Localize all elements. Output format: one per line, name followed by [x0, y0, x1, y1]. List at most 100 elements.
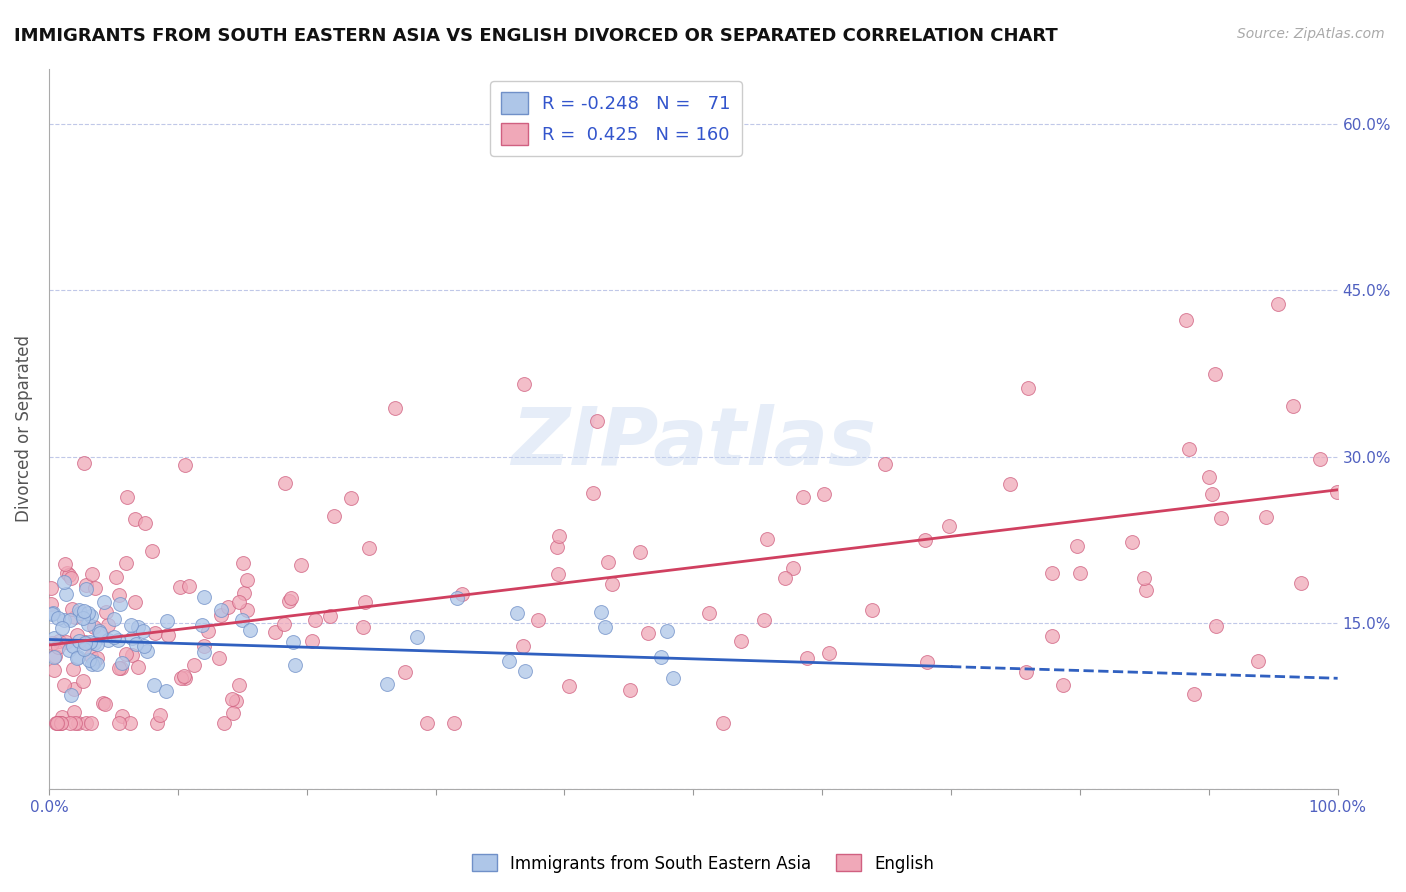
- Point: [149, 708, 172, 723]
- Text: ZIPatlas: ZIPatlas: [510, 404, 876, 483]
- Point: [548, 529, 571, 543]
- Point: [236, 603, 259, 617]
- Point: [1135, 582, 1157, 597]
- Point: [1201, 487, 1223, 501]
- Point: [273, 617, 295, 632]
- Point: [120, 715, 142, 730]
- Point: [506, 607, 529, 621]
- Point: [1121, 535, 1143, 549]
- Point: [1289, 576, 1312, 591]
- Point: [73, 634, 96, 648]
- Point: [208, 650, 231, 665]
- Point: [134, 639, 156, 653]
- Point: [239, 624, 262, 638]
- Point: [83, 655, 105, 669]
- Point: [114, 556, 136, 570]
- Point: [42, 632, 65, 646]
- Point: [280, 591, 302, 605]
- Point: [217, 600, 239, 615]
- Point: [51, 715, 73, 730]
- Point: [498, 654, 520, 668]
- Point: [67, 633, 90, 648]
- Point: [73, 636, 96, 650]
- Point: [87, 624, 110, 639]
- Point: [352, 620, 374, 634]
- Point: [55, 635, 77, 649]
- Point: [75, 715, 97, 730]
- Point: [174, 671, 197, 685]
- Point: [124, 595, 146, 609]
- Point: [39, 581, 62, 595]
- Point: [52, 575, 75, 590]
- Point: [228, 595, 250, 609]
- Point: [406, 630, 429, 644]
- Point: [359, 541, 381, 555]
- Point: [662, 672, 685, 686]
- Point: [46, 715, 69, 730]
- Point: [1017, 381, 1039, 395]
- Point: [135, 644, 157, 658]
- Point: [111, 709, 134, 723]
- Point: [212, 715, 235, 730]
- Point: [796, 651, 818, 665]
- Point: [586, 414, 609, 428]
- Point: [75, 578, 97, 592]
- Point: [125, 637, 148, 651]
- Point: [97, 632, 120, 647]
- Point: [818, 646, 841, 660]
- Point: [394, 665, 416, 680]
- Point: [860, 603, 883, 617]
- Point: [582, 486, 605, 500]
- Point: [173, 669, 195, 683]
- Point: [76, 606, 98, 620]
- Point: [93, 595, 115, 609]
- Point: [222, 706, 245, 720]
- Point: [416, 715, 439, 730]
- Point: [97, 617, 120, 632]
- Point: [49, 715, 72, 730]
- Point: [278, 594, 301, 608]
- Point: [66, 651, 89, 665]
- Point: [619, 682, 641, 697]
- Legend: R = -0.248   N =   71, R =  0.425   N = 160: R = -0.248 N = 71, R = 0.425 N = 160: [491, 81, 742, 156]
- Point: [60, 602, 83, 616]
- Point: [375, 676, 398, 690]
- Point: [94, 606, 117, 620]
- Point: [83, 635, 105, 649]
- Point: [697, 606, 720, 620]
- Point: [127, 620, 149, 634]
- Point: [132, 624, 155, 638]
- Point: [63, 681, 86, 696]
- Point: [65, 610, 87, 624]
- Point: [127, 659, 149, 673]
- Point: [155, 684, 177, 698]
- Point: [1133, 571, 1156, 585]
- Point: [792, 490, 814, 504]
- Point: [1184, 687, 1206, 701]
- Point: [108, 715, 131, 730]
- Point: [938, 519, 960, 533]
- Point: [80, 648, 103, 663]
- Point: [66, 628, 89, 642]
- Point: [1267, 297, 1289, 311]
- Point: [1040, 566, 1063, 580]
- Point: [752, 613, 775, 627]
- Point: [512, 640, 534, 654]
- Point: [917, 656, 939, 670]
- Point: [1204, 367, 1226, 381]
- Point: [134, 516, 156, 531]
- Point: [72, 604, 94, 618]
- Point: [111, 657, 134, 671]
- Point: [209, 607, 232, 622]
- Point: [62, 662, 84, 676]
- Point: [547, 566, 569, 581]
- Point: [595, 620, 617, 634]
- Point: [513, 377, 536, 392]
- Point: [1254, 510, 1277, 524]
- Point: [657, 624, 679, 639]
- Point: [108, 661, 131, 675]
- Point: [221, 691, 243, 706]
- Point: [51, 710, 73, 724]
- Point: [193, 639, 215, 653]
- Point: [53, 557, 76, 571]
